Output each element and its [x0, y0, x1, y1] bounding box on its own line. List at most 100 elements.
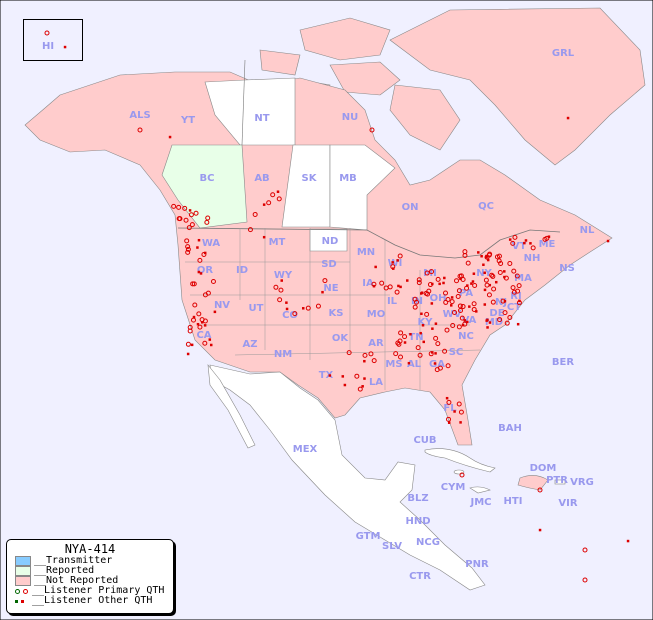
region-label-ns: NS: [559, 263, 575, 274]
listener-primary-marker: [185, 244, 191, 250]
region-label-al: AL: [407, 359, 422, 370]
region-label-az: AZ: [243, 339, 258, 350]
region-label-nd: ND: [322, 236, 339, 247]
listener-primary-marker: [471, 301, 477, 307]
listener-primary-marker: [497, 317, 503, 323]
listener-primary-marker: [412, 304, 418, 310]
region-label-mb: MB: [339, 173, 357, 184]
region-mex: [209, 364, 486, 591]
listener-primary-marker: [278, 287, 284, 293]
region-label-vir: VIR: [558, 498, 577, 509]
listener-other-marker: [483, 271, 486, 275]
listener-other-marker: [486, 326, 489, 329]
listener-primary-marker: [515, 288, 521, 294]
listener-other-marker: [516, 322, 520, 326]
border-canada-us: [177, 227, 561, 259]
listener-other-marker: [374, 265, 377, 269]
listener-primary-marker: [186, 225, 192, 231]
listener-primary-marker: [416, 277, 422, 283]
listener-other-marker: [420, 312, 423, 316]
listener-other-marker: [186, 352, 190, 356]
listener-primary-marker: [305, 305, 311, 311]
region-label-ma: MA: [514, 273, 532, 284]
square-marker-icon: [15, 599, 31, 603]
listener-primary-marker: [537, 487, 543, 493]
listener-other-marker: [407, 361, 411, 365]
listener-primary-marker: [516, 300, 522, 306]
listener-primary-marker: [417, 352, 423, 358]
legend-title: NYA-414: [64, 542, 116, 556]
listener-other-marker: [391, 261, 394, 264]
listener-other-marker: [199, 272, 203, 275]
listener-other-marker: [190, 343, 194, 347]
listener-other-marker: [262, 203, 266, 206]
region-label-nc: NC: [458, 331, 474, 342]
listener-primary-marker: [429, 269, 435, 275]
listener-primary-marker: [462, 252, 468, 258]
listener-primary-marker: [544, 235, 550, 241]
region-label-blz: BLZ: [407, 493, 428, 504]
listener-other-marker: [453, 410, 456, 413]
region-label-bc: BC: [200, 173, 215, 184]
listener-primary-marker: [137, 127, 143, 133]
listener-primary-marker: [397, 253, 403, 259]
listener-primary-marker: [446, 399, 452, 405]
listener-primary-marker: [416, 280, 422, 286]
listener-primary-marker: [415, 345, 421, 351]
caribbean-islands: [424, 448, 566, 494]
region-label-dom: DOM: [530, 463, 557, 474]
listener-primary-marker: [315, 303, 321, 309]
region-label-ber: BER: [552, 357, 574, 368]
listener-primary-marker: [458, 308, 464, 314]
listener-primary-marker: [484, 282, 490, 288]
listener-primary-marker: [464, 285, 470, 291]
swatch: [15, 566, 31, 576]
listener-primary-marker: [454, 278, 460, 284]
listener-other-marker: [450, 296, 454, 299]
listener-other-marker: [466, 320, 469, 324]
listener-primary-marker: [202, 318, 208, 324]
listener-primary-marker: [458, 409, 464, 415]
listener-primary-marker: [393, 351, 399, 357]
listener-other-marker: [488, 321, 492, 324]
region-label-ut: UT: [249, 303, 264, 314]
legend-label: __Listener Primary QTH: [32, 585, 165, 596]
region-label-ia: IA: [362, 278, 374, 289]
listener-primary-marker: [357, 386, 363, 392]
listener-primary-marker: [459, 472, 465, 478]
listener-other-marker: [488, 283, 492, 287]
region-label-wv: WV: [443, 309, 462, 320]
listener-other-marker: [483, 303, 487, 306]
listener-primary-marker: [273, 284, 279, 290]
listener-other-marker: [321, 290, 324, 294]
listener-primary-marker: [176, 204, 182, 210]
listener-other-marker: [406, 279, 409, 282]
listener-primary-marker: [516, 283, 522, 289]
listener-other-marker: [363, 377, 366, 380]
region-label-md: MD: [485, 317, 503, 328]
listener-other-marker: [209, 343, 213, 347]
listener-other-marker: [343, 383, 347, 387]
listener-primary-marker: [457, 273, 463, 279]
region-label-hnd: HND: [405, 516, 430, 527]
region-label-de: DE: [489, 308, 504, 319]
listener-other-marker: [328, 374, 332, 377]
listener-primary-marker: [435, 276, 441, 282]
listener-primary-marker: [491, 286, 497, 292]
listener-primary-marker: [582, 547, 588, 553]
region-label-wy: WY: [274, 270, 293, 281]
listener-other-marker: [431, 327, 434, 330]
listener-other-marker: [443, 276, 446, 280]
listener-primary-marker: [205, 215, 211, 221]
region-label-ncg: NCG: [416, 537, 440, 548]
region-label-hi: HI: [42, 41, 54, 52]
region-label-ga: GA: [429, 359, 445, 370]
listener-primary-marker: [185, 246, 191, 252]
listener-other-marker: [372, 284, 376, 288]
listener-other-marker: [523, 241, 526, 245]
region-label-ri: RI: [510, 291, 521, 302]
listener-primary-marker: [443, 290, 449, 296]
listener-primary-marker: [497, 269, 503, 275]
region-label-ky: KY: [418, 317, 434, 328]
swatch: [15, 576, 31, 586]
